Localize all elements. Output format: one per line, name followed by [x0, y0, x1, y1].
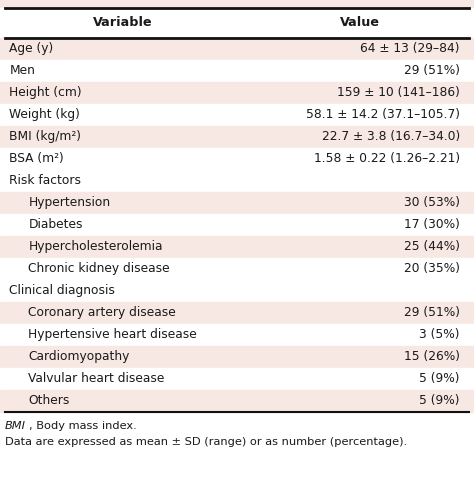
- Text: 1.58 ± 0.22 (1.26–2.21): 1.58 ± 0.22 (1.26–2.21): [314, 153, 460, 166]
- Text: 64 ± 13 (29–84): 64 ± 13 (29–84): [360, 43, 460, 56]
- Bar: [0, 214, 474, 236]
- Bar: [0, 390, 474, 412]
- Text: Hypertensive heart disease: Hypertensive heart disease: [28, 329, 197, 341]
- Bar: [0, 170, 474, 192]
- Text: Men: Men: [9, 65, 36, 78]
- Text: 30 (53%): 30 (53%): [404, 196, 460, 210]
- Bar: [0, 0, 474, 8]
- Bar: [0, 324, 474, 346]
- Bar: [0, 192, 474, 214]
- Text: Valvular heart disease: Valvular heart disease: [28, 372, 165, 386]
- Text: Age (y): Age (y): [9, 43, 54, 56]
- Text: Data are expressed as mean ± SD (range) or as number (percentage).: Data are expressed as mean ± SD (range) …: [5, 437, 407, 447]
- Text: BMI: BMI: [5, 421, 26, 431]
- Text: 29 (51%): 29 (51%): [404, 65, 460, 78]
- Bar: [0, 82, 474, 104]
- Text: Risk factors: Risk factors: [9, 174, 82, 187]
- Text: 17 (30%): 17 (30%): [404, 219, 460, 232]
- Text: Diabetes: Diabetes: [28, 219, 83, 232]
- Text: 3 (5%): 3 (5%): [419, 329, 460, 341]
- Bar: [0, 148, 474, 170]
- Text: 29 (51%): 29 (51%): [404, 307, 460, 320]
- Bar: [0, 60, 474, 82]
- Text: BMI (kg/m²): BMI (kg/m²): [9, 131, 82, 144]
- Bar: [0, 280, 474, 302]
- Text: BSA (m²): BSA (m²): [9, 153, 64, 166]
- Text: 20 (35%): 20 (35%): [404, 262, 460, 275]
- Text: Others: Others: [28, 395, 70, 408]
- Bar: [0, 236, 474, 258]
- Text: Height (cm): Height (cm): [9, 86, 82, 99]
- Text: 58.1 ± 14.2 (37.1–105.7): 58.1 ± 14.2 (37.1–105.7): [306, 108, 460, 121]
- Text: 5 (9%): 5 (9%): [419, 372, 460, 386]
- Text: Value: Value: [340, 16, 380, 29]
- Text: , Body mass index.: , Body mass index.: [29, 421, 137, 431]
- Text: Hypertension: Hypertension: [28, 196, 110, 210]
- Text: Cardiomyopathy: Cardiomyopathy: [28, 350, 130, 363]
- Bar: [0, 368, 474, 390]
- Text: 15 (26%): 15 (26%): [404, 350, 460, 363]
- Bar: [0, 126, 474, 148]
- Bar: [0, 346, 474, 368]
- Text: Coronary artery disease: Coronary artery disease: [28, 307, 176, 320]
- Bar: [0, 302, 474, 324]
- Text: Variable: Variable: [93, 16, 153, 29]
- Text: Weight (kg): Weight (kg): [9, 108, 81, 121]
- Text: Clinical diagnosis: Clinical diagnosis: [9, 284, 115, 298]
- Bar: [0, 38, 474, 60]
- Text: 22.7 ± 3.8 (16.7–34.0): 22.7 ± 3.8 (16.7–34.0): [321, 131, 460, 144]
- Text: Hypercholesterolemia: Hypercholesterolemia: [28, 241, 163, 253]
- Bar: [0, 104, 474, 126]
- Text: 159 ± 10 (141–186): 159 ± 10 (141–186): [337, 86, 460, 99]
- Text: 5 (9%): 5 (9%): [419, 395, 460, 408]
- Bar: [0, 8, 474, 38]
- Bar: [0, 258, 474, 280]
- Text: 25 (44%): 25 (44%): [404, 241, 460, 253]
- Text: Chronic kidney disease: Chronic kidney disease: [28, 262, 170, 275]
